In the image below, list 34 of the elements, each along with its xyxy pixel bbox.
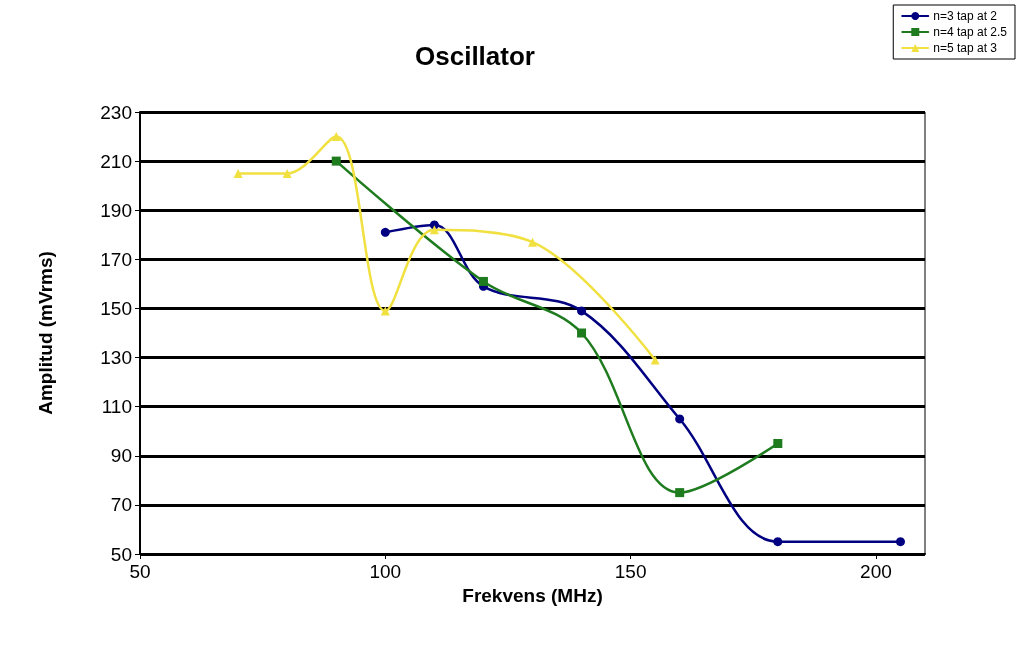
chart-title: Oscillator bbox=[415, 41, 535, 71]
point bbox=[773, 537, 783, 547]
legend-label: n=4 tap at 2.5 bbox=[933, 25, 1008, 39]
y-tick-label: 170 bbox=[100, 248, 132, 270]
point bbox=[577, 328, 587, 338]
x-tick-label: 100 bbox=[369, 561, 402, 582]
legend-label: n=3 tap at 2 bbox=[933, 9, 998, 23]
y-tick-label: 230 bbox=[100, 101, 132, 123]
x-tick-label: 150 bbox=[614, 561, 647, 582]
y-tick-label: 110 bbox=[101, 396, 132, 418]
x-axis-title: Frekvens (MHz) bbox=[462, 585, 603, 606]
y-tick-label: 70 bbox=[110, 494, 132, 516]
point bbox=[895, 537, 905, 547]
y-axis-title: Amplitud (mVrms) bbox=[35, 251, 56, 415]
y-tick-label: 190 bbox=[100, 199, 132, 221]
point bbox=[773, 439, 783, 448]
point bbox=[675, 488, 685, 498]
x-tick-label: 50 bbox=[129, 561, 151, 582]
y-tick-label: 130 bbox=[100, 347, 132, 369]
y-tick-label: 210 bbox=[100, 150, 132, 172]
point bbox=[528, 237, 537, 247]
point bbox=[233, 168, 243, 178]
y-tick-label: 90 bbox=[110, 445, 132, 467]
x-tick-label: 200 bbox=[860, 561, 892, 582]
y-tick-label: 150 bbox=[100, 297, 132, 319]
point bbox=[650, 355, 660, 365]
point bbox=[675, 414, 685, 424]
legend-label: n=5 tap at 3 bbox=[933, 41, 998, 55]
point bbox=[478, 276, 488, 286]
point bbox=[282, 168, 292, 178]
point bbox=[380, 227, 390, 237]
point bbox=[577, 306, 587, 316]
y-tick-label: 50 bbox=[110, 543, 132, 565]
point bbox=[331, 156, 341, 166]
